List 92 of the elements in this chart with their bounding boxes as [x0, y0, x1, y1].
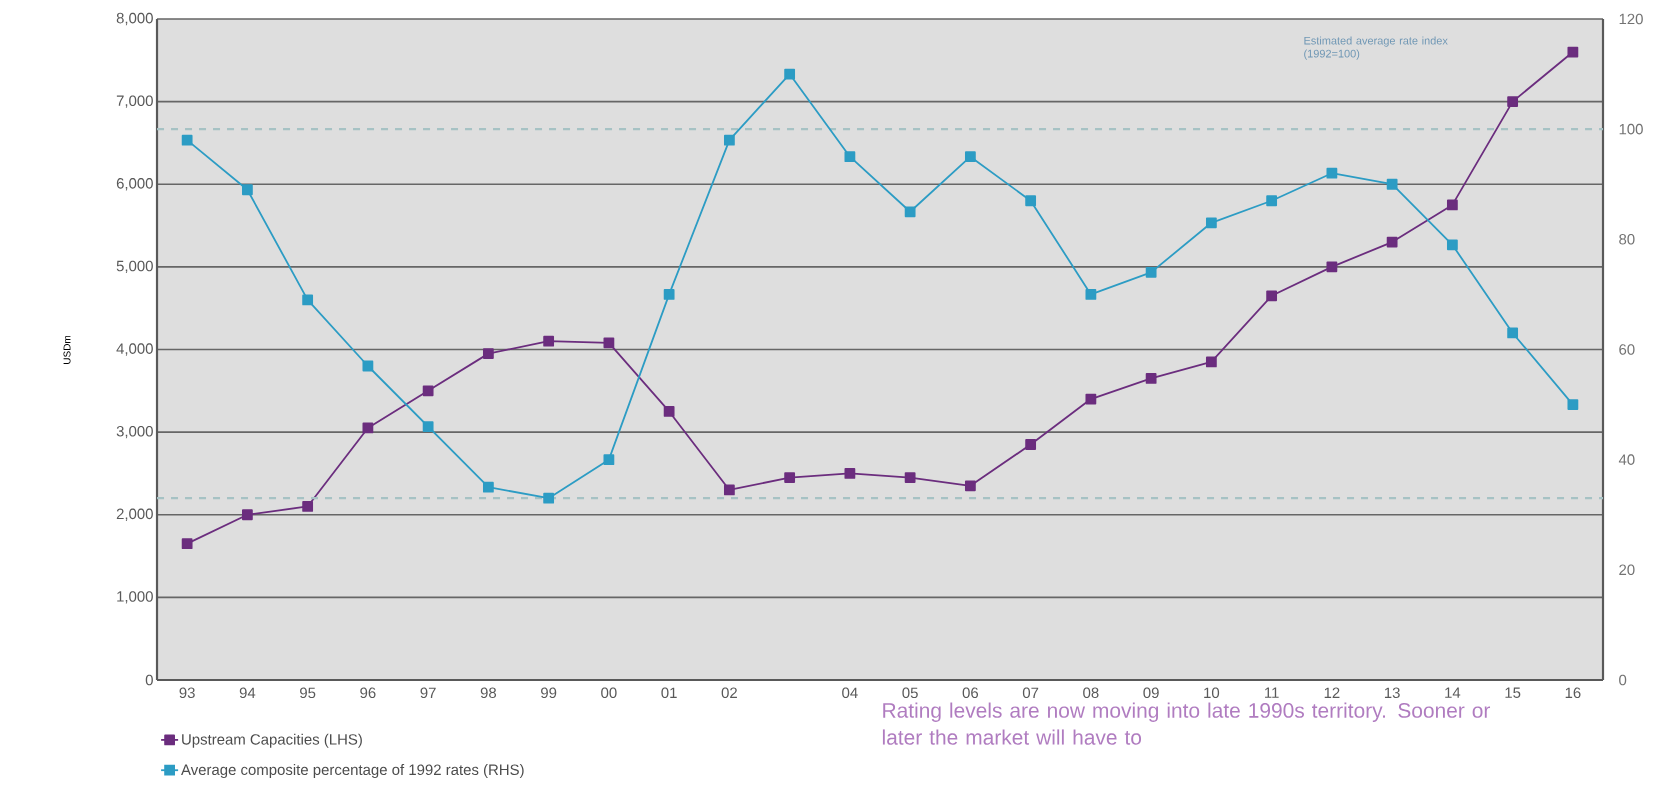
x-tick-label: 98	[480, 687, 497, 699]
point	[964, 480, 976, 492]
x-tick-label: 10	[1204, 687, 1220, 699]
point	[1145, 373, 1157, 384]
y-axis-title: USDm	[63, 335, 71, 364]
point	[1085, 289, 1097, 300]
x-tick-label: 95	[300, 687, 316, 699]
point	[663, 406, 675, 417]
x-tick-label: 14	[1445, 687, 1461, 698]
point	[1446, 199, 1458, 211]
point	[1205, 217, 1217, 229]
point	[1266, 290, 1278, 302]
point	[844, 151, 856, 163]
x-tick-label: 06	[962, 687, 979, 699]
x-tick-label: 05	[902, 687, 918, 699]
annotation: Estimated average rate index (1992=100)	[1304, 36, 1448, 60]
point	[302, 501, 314, 512]
point	[1507, 96, 1519, 108]
x-tick-label: 01	[661, 687, 677, 699]
point	[904, 206, 916, 218]
x-tick-label: 12	[1324, 687, 1340, 698]
x-tick-label: 07	[1022, 687, 1039, 699]
point	[1025, 439, 1037, 450]
y2-tick-label: 100	[1619, 123, 1643, 135]
point	[1386, 236, 1398, 248]
point	[964, 151, 976, 163]
point	[482, 348, 494, 360]
point	[1507, 327, 1519, 339]
x-tick-label: 02	[721, 687, 737, 699]
point	[723, 134, 735, 146]
x-tick-label: 16	[1565, 687, 1581, 699]
point	[302, 294, 314, 306]
point	[1567, 399, 1579, 410]
y-tick-label: 0	[145, 674, 153, 686]
point	[844, 468, 856, 479]
point	[1326, 261, 1338, 273]
y2-tick-label: 80	[1619, 234, 1635, 245]
point	[1145, 266, 1157, 278]
y2-tick-label: 60	[1619, 344, 1635, 355]
y2-tick-label: 0	[1619, 674, 1627, 686]
x-tick-label: 04	[842, 687, 858, 699]
point	[422, 385, 434, 397]
y-tick-label: 4,000	[116, 343, 153, 356]
x-tick-label: 96	[360, 687, 376, 699]
point	[663, 289, 675, 300]
legend-label: Upstream Capacities (LHS)	[182, 733, 362, 748]
y-tick-label: 3,000	[116, 425, 153, 439]
y-tick-label: 5,000	[116, 260, 153, 274]
point	[1567, 46, 1579, 58]
y-tick-label: 8,000	[116, 12, 153, 26]
x-tick-label: 11	[1265, 687, 1279, 698]
x-tick-label: 94	[239, 687, 256, 699]
point	[1386, 178, 1398, 190]
point	[784, 68, 796, 80]
text: Rating levels are now moving into late 1990s territory. Sooner or later the market will have to	[882, 702, 1491, 745]
point	[723, 484, 735, 496]
y-tick-label: 7,000	[116, 95, 153, 108]
point	[181, 538, 193, 550]
x-tick-label: 93	[179, 687, 195, 699]
y2-tick-label: 20	[1619, 564, 1635, 576]
x-tick-label: 13	[1384, 687, 1400, 699]
x-tick-label: 09	[1143, 687, 1159, 699]
point	[603, 454, 615, 466]
point	[1025, 195, 1037, 207]
y2-tick-label: 40	[1618, 454, 1635, 465]
point	[784, 472, 796, 483]
point	[904, 472, 916, 483]
point	[482, 481, 494, 493]
point	[543, 335, 555, 347]
point	[241, 509, 253, 521]
x-tick-label: 08	[1083, 687, 1099, 699]
y-tick-label: 1,000	[117, 591, 153, 604]
legend-label: Average composite percentage of 1992 rates (RHS)	[181, 764, 524, 778]
point	[1266, 195, 1278, 207]
point	[1446, 239, 1458, 251]
y-tick-label: 2,000	[116, 508, 153, 521]
point	[241, 184, 253, 196]
x-tick-label: 97	[420, 687, 436, 699]
point	[543, 492, 555, 504]
point	[1085, 393, 1097, 405]
x-tick-label: 00	[601, 687, 617, 699]
point	[1205, 356, 1217, 368]
point	[603, 337, 615, 349]
x-tick-label: 15	[1505, 687, 1521, 698]
point	[362, 422, 374, 434]
point	[181, 134, 193, 146]
x-tick-label: 99	[541, 687, 557, 699]
y2-tick-label: 120	[1619, 13, 1643, 25]
point	[1326, 167, 1338, 179]
point	[362, 360, 374, 372]
y-tick-label: 6,000	[116, 178, 153, 191]
point	[422, 421, 434, 432]
